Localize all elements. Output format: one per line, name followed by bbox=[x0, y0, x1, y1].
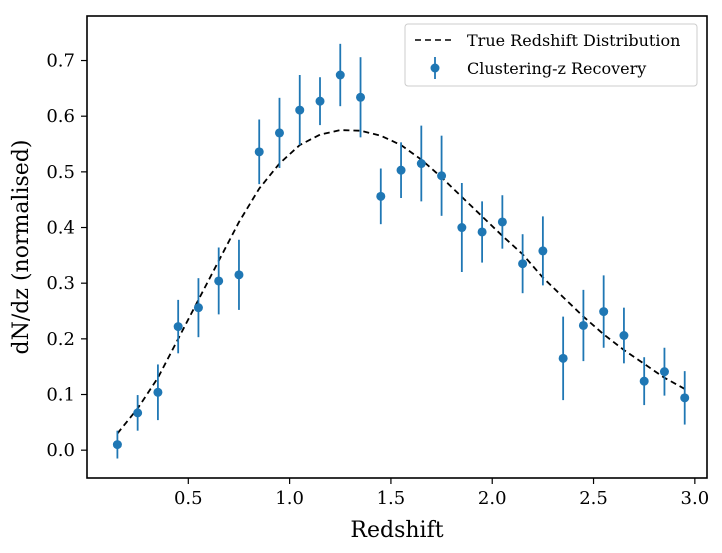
y-tick-label: 0.7 bbox=[46, 51, 75, 72]
recovery-point bbox=[153, 387, 163, 397]
x-tick-label: 3.0 bbox=[681, 488, 710, 509]
recovery-point bbox=[396, 165, 406, 175]
recovery-point bbox=[680, 393, 690, 403]
recovery-point bbox=[416, 159, 426, 169]
y-axis-ticks: 0.0 0.1 0.2 0.3 0.4 0.5 0.6 0.7 bbox=[46, 51, 87, 461]
recovery-point bbox=[274, 128, 284, 138]
legend-recovery-label: Clustering-z Recovery bbox=[467, 59, 646, 78]
recovery-point bbox=[133, 408, 143, 418]
recovery-point bbox=[437, 171, 447, 181]
x-axis-label: Redshift bbox=[350, 518, 443, 543]
recovery-point bbox=[335, 70, 345, 80]
recovery-point bbox=[639, 376, 649, 386]
plot-content bbox=[112, 43, 690, 459]
recovery-point bbox=[315, 96, 325, 106]
y-tick-label: 0.5 bbox=[46, 162, 75, 183]
x-tick-label: 2.5 bbox=[579, 488, 608, 509]
recovery-point bbox=[234, 270, 244, 280]
recovery-point bbox=[477, 227, 487, 237]
recovery-point bbox=[112, 440, 122, 450]
y-tick-label: 0.0 bbox=[46, 440, 75, 461]
legend-true-label: True Redshift Distribution bbox=[467, 31, 680, 50]
recovery-point bbox=[619, 331, 629, 341]
x-tick-label: 1.0 bbox=[275, 488, 304, 509]
y-tick-label: 0.3 bbox=[46, 273, 75, 294]
plot-area bbox=[86, 15, 708, 479]
recovery-point bbox=[376, 191, 386, 201]
x-tick-label: 0.5 bbox=[174, 488, 203, 509]
recovery-point bbox=[214, 276, 224, 286]
x-tick-label: 2.0 bbox=[478, 488, 507, 509]
y-axis-label: dN/dz (normalised) bbox=[9, 140, 34, 355]
x-axis-ticks: 0.5 1.0 1.5 2.0 2.5 3.0 bbox=[174, 478, 709, 509]
recovery-point bbox=[599, 307, 609, 317]
legend-recovery-marker-swatch bbox=[430, 63, 440, 73]
recovery-point bbox=[254, 147, 264, 157]
recovery-point bbox=[659, 367, 669, 377]
recovery-point bbox=[518, 259, 528, 269]
recovery-point bbox=[538, 246, 548, 256]
recovery-point bbox=[497, 217, 507, 227]
legend-box bbox=[404, 23, 698, 87]
legend: True Redshift Distribution Clustering-z … bbox=[404, 23, 698, 87]
y-tick-label: 0.6 bbox=[46, 106, 75, 127]
y-tick-label: 0.2 bbox=[46, 329, 75, 350]
y-tick-label: 0.1 bbox=[46, 385, 75, 406]
recovery-point bbox=[173, 322, 183, 332]
recovery-point bbox=[193, 303, 203, 313]
recovery-point bbox=[578, 320, 588, 330]
recovery-point bbox=[295, 105, 305, 115]
y-tick-label: 0.4 bbox=[46, 218, 75, 239]
recovery-point bbox=[558, 353, 568, 363]
recovery-point bbox=[457, 223, 467, 233]
x-tick-label: 1.5 bbox=[377, 488, 406, 509]
recovery-point bbox=[356, 92, 366, 102]
